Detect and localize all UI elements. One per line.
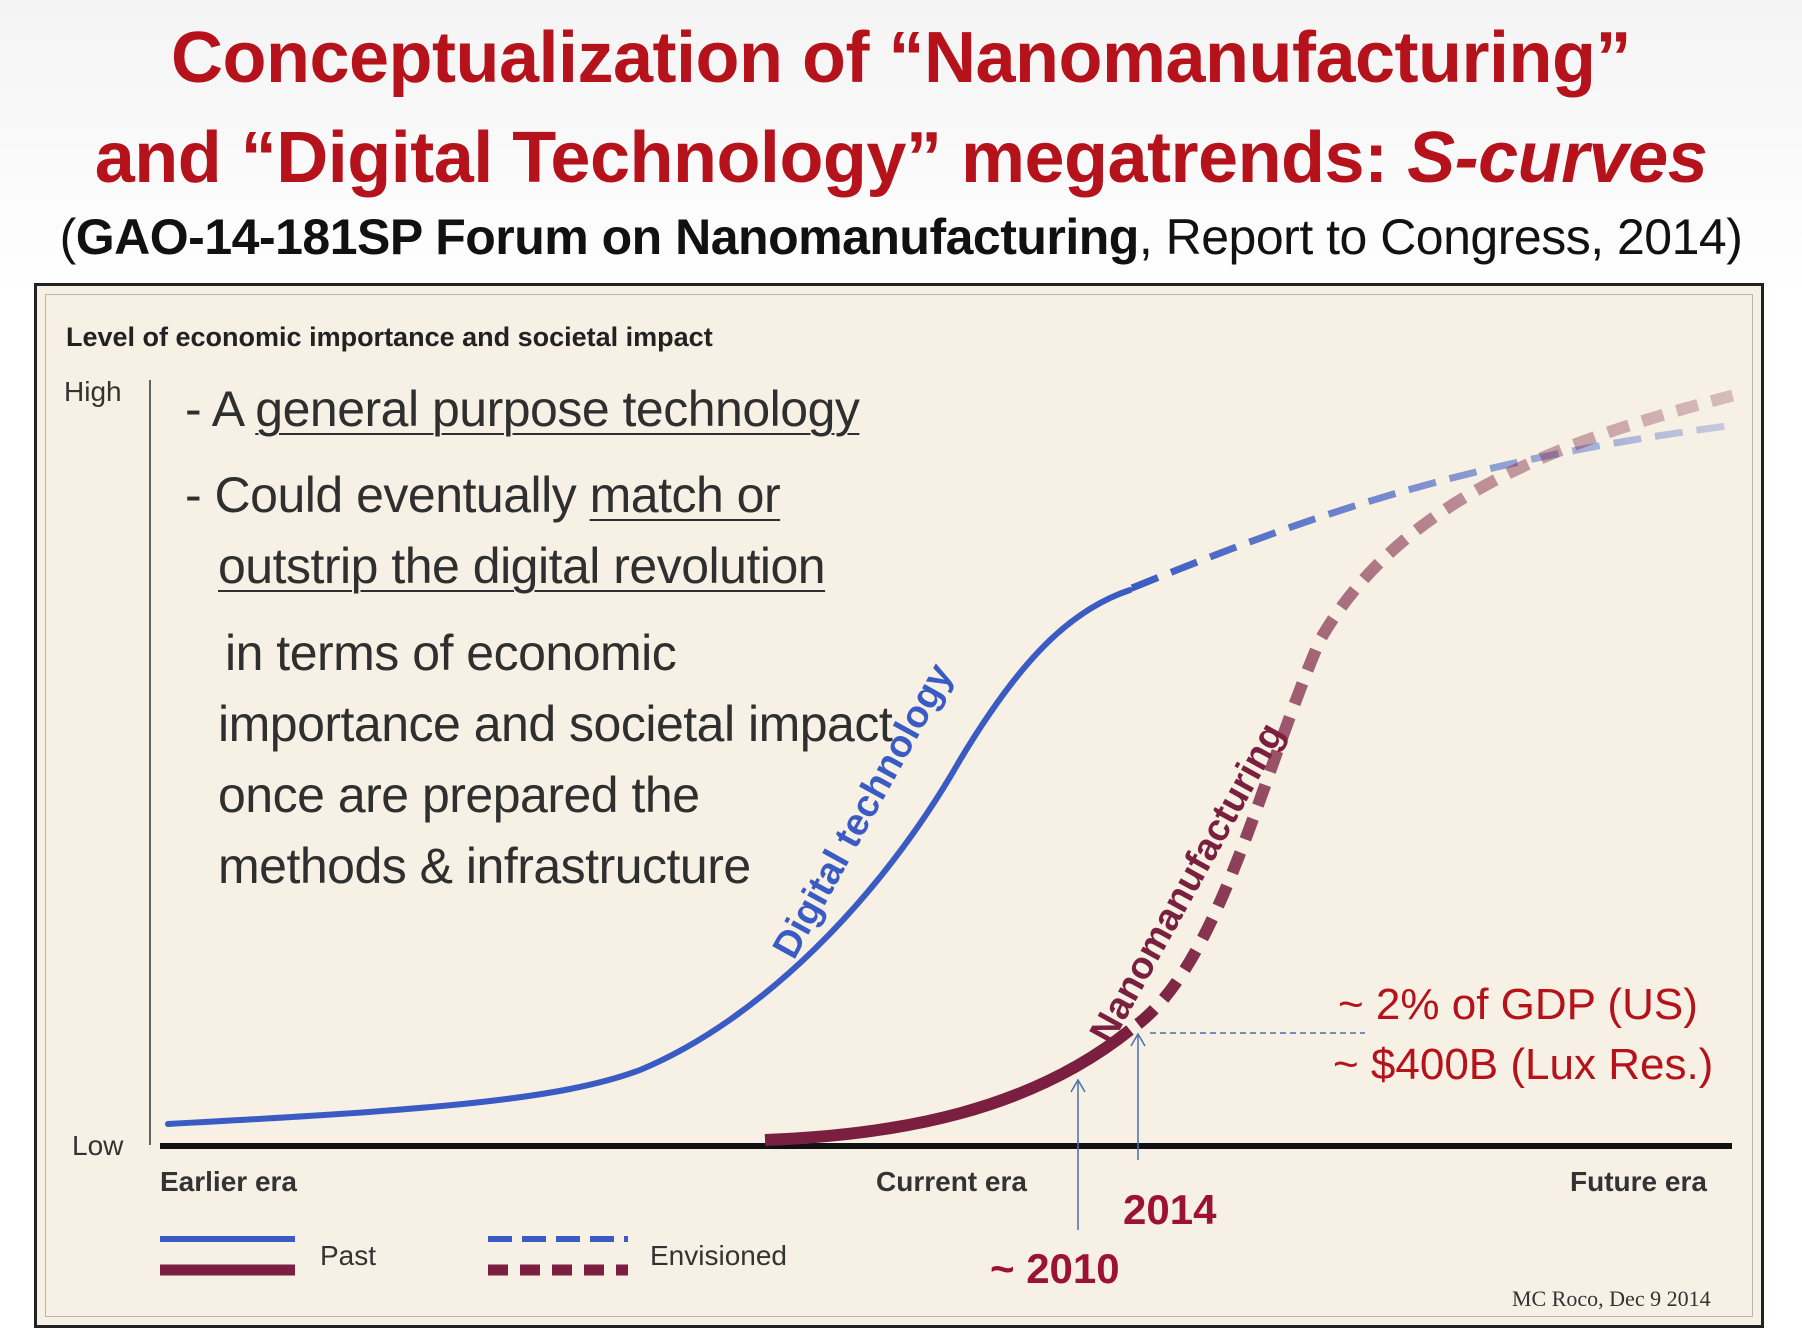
x-label-future-era: Future era	[1570, 1166, 1707, 1197]
bullet-2-line-2: outstrip the digital revolution	[218, 537, 826, 595]
bullet-general-purpose: - A general purpose technology	[185, 380, 860, 438]
legend-envisioned-label: Envisioned	[650, 1240, 787, 1271]
subtitle-report-rest: , Report to Congress, 2014)	[1138, 209, 1743, 265]
y-axis-low-label: Low	[72, 1130, 124, 1161]
bullet-2-line-5: once are prepared the	[218, 767, 700, 823]
market-size-annotation: ~ $400B (Lux Res.)	[1333, 1040, 1714, 1089]
bullet-2-line-3: in terms of economic	[225, 625, 677, 681]
arrow-2014-head-icon	[1130, 1032, 1146, 1047]
digital-technology-envisioned-curve	[1130, 421, 1736, 592]
subtitle: (GAO-14-181SP Forum on Nanomanufacturing…	[0, 208, 1802, 266]
legend-past-label: Past	[320, 1240, 377, 1271]
nanomanufacturing-past-curve	[764, 1025, 1134, 1146]
year-2014-label: 2014	[1123, 1186, 1217, 1233]
diagram-panel	[34, 283, 1764, 1328]
subtitle-report-name: GAO-14-181SP Forum on Nanomanufacturing	[75, 209, 1140, 265]
x-label-earlier-era: Earlier era	[160, 1166, 297, 1197]
bullet-2-underlined: match or	[589, 467, 781, 523]
bullet-2-prefix: - Could eventually	[185, 467, 590, 523]
title-line-2-text: and “Digital Technology” megatrends:	[94, 118, 1408, 198]
bullet-2-line-4: importance and societal impact	[218, 696, 893, 752]
y-axis-title: Level of economic importance and societa…	[66, 322, 713, 352]
author-credit: MC Roco, Dec 9 2014	[1512, 1286, 1711, 1311]
title-scurves: S-curves	[1407, 118, 1708, 198]
arrow-2010-head-icon	[1070, 1078, 1086, 1093]
subtitle-open-paren: (	[59, 209, 77, 265]
diagram-panel-border	[45, 294, 1753, 1317]
nanomanufacturing-envisioned-curve	[1134, 389, 1737, 1029]
bullet-match-outstrip: - Could eventually match or	[185, 466, 781, 524]
title-line-1: Conceptualization of “Nanomanufacturing”	[170, 18, 1632, 98]
gdp-share-annotation: ~ 2% of GDP (US)	[1338, 980, 1698, 1029]
bullet-1-underlined: general purpose technology	[255, 381, 860, 437]
bullet-2-line-6: methods & infrastructure	[218, 838, 751, 894]
bullet-1-prefix: - A	[185, 381, 256, 437]
x-label-current-era: Current era	[876, 1166, 1027, 1197]
title-line-2: and “Digital Technology” megatrends: S-c…	[0, 122, 1802, 194]
digital-technology-past-curve	[165, 587, 1133, 1127]
y-axis-high-label: High	[64, 376, 122, 407]
year-2010-label: ~ 2010	[990, 1245, 1120, 1292]
bullet-2-line-2-underlined: outstrip the digital revolution	[218, 538, 826, 594]
